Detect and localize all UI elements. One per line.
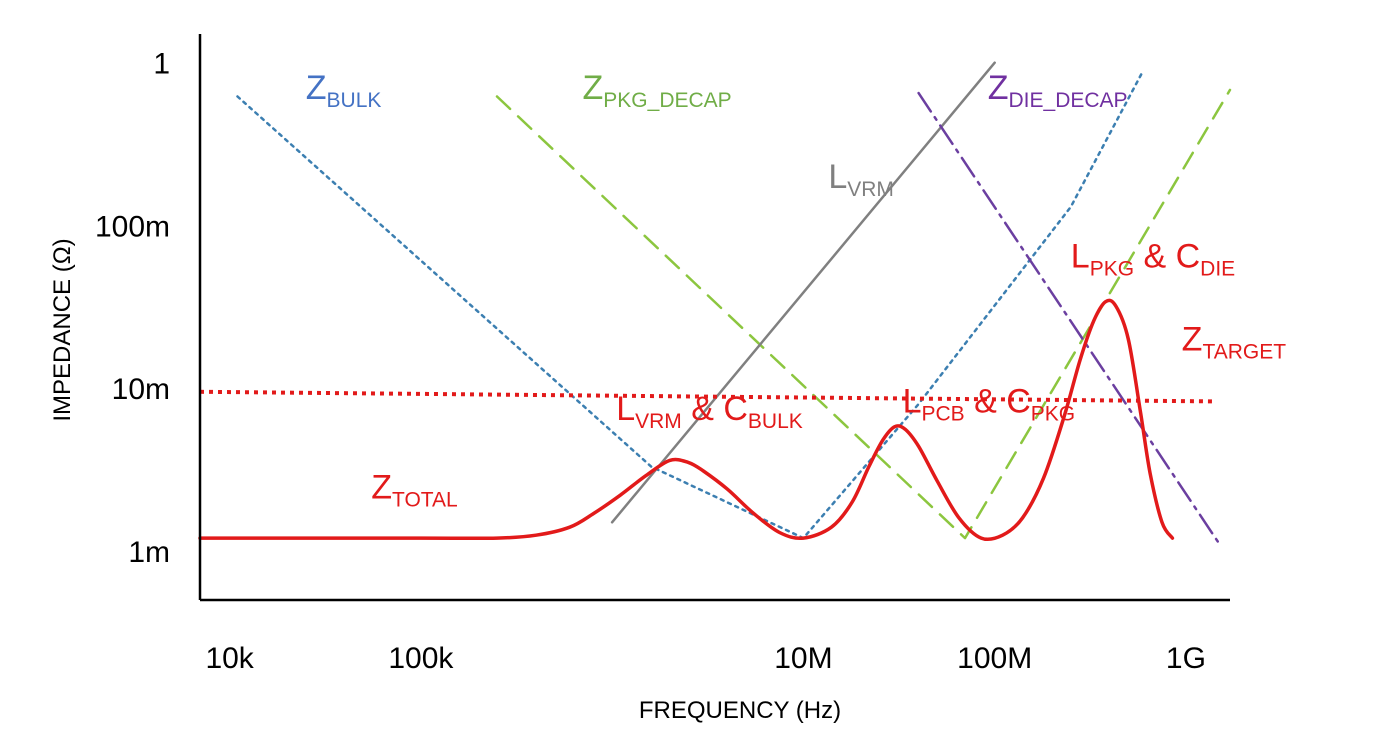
- pkg-decap-label: ZPKG_DECAP: [583, 69, 732, 112]
- label-main: Z: [371, 469, 392, 507]
- axes-layer: 10k 100k 10M 100M 1G 1m 10m 100m 1: [95, 34, 1230, 675]
- label-main: L: [616, 390, 635, 428]
- label-main: Z: [306, 69, 327, 107]
- y-tick-label: 1m: [128, 536, 170, 569]
- label-subscript: DIE: [1200, 258, 1235, 281]
- label-subscript: VRM: [847, 178, 894, 201]
- y-tick-label: 100m: [95, 210, 170, 243]
- series-layer: [198, 61, 1232, 546]
- vrm-curve: [610, 61, 996, 524]
- pkg-decap-curve: [495, 88, 1232, 540]
- x-tick-label: 100k: [388, 642, 454, 675]
- label-main: L: [903, 382, 922, 420]
- total-label: ZTOTAL: [371, 469, 458, 512]
- y-tick-label: 1: [153, 48, 170, 81]
- label-subscript: BULK: [748, 410, 803, 433]
- y-axis-title: IMPEDANCE (Ω): [49, 238, 76, 421]
- label-main: & C: [965, 382, 1031, 420]
- label-main: & C: [1134, 238, 1200, 276]
- x-tick-label: 10M: [774, 642, 832, 675]
- label-subscript: BULK: [327, 89, 382, 112]
- total-curve: [198, 298, 1175, 542]
- label-subscript: PKG: [1031, 402, 1075, 425]
- label-subscript: VRM: [635, 410, 682, 433]
- label-subscript: PKG_DECAP: [603, 89, 731, 112]
- label-subscript: PKG: [1090, 258, 1134, 281]
- label-subscript: TARGET: [1202, 341, 1286, 364]
- bulk-curve: [236, 68, 1145, 540]
- y-tick-label: 10m: [112, 373, 170, 406]
- x-tick-label: 100M: [957, 642, 1032, 675]
- target-curve: [199, 389, 1214, 404]
- x-axis-title: FREQUENCY (Hz): [639, 697, 841, 724]
- target-label: ZTARGET: [1182, 321, 1287, 364]
- label-main: L: [828, 158, 847, 196]
- label-main: & C: [682, 390, 748, 428]
- x-tick-label: 1G: [1166, 642, 1206, 675]
- label-main: Z: [583, 69, 604, 107]
- vrm-label: LVRM: [828, 158, 894, 201]
- pkg-die-label: LPKG & CDIE: [1071, 238, 1235, 281]
- label-subscript: PCB: [921, 402, 964, 425]
- label-main: Z: [988, 69, 1009, 107]
- x-tick-label: 10k: [205, 642, 254, 675]
- label-main: L: [1071, 238, 1090, 276]
- label-subscript: DIE_DECAP: [1009, 89, 1128, 112]
- label-subscript: TOTAL: [392, 489, 458, 512]
- pcb-pkg-label: LPCB & CPKG: [903, 382, 1076, 425]
- die-decap-curve: [917, 91, 1221, 546]
- labels-layer: ZBULK ZPKG_DECAPLVRMZDIE_DECAPZTOTALLVRM …: [306, 69, 1286, 512]
- bulk-label: ZBULK: [306, 69, 382, 112]
- label-main: Z: [1182, 321, 1203, 359]
- die-decap-label: ZDIE_DECAP: [988, 69, 1128, 112]
- vrm-bulk-label: LVRM & CBULK: [616, 390, 803, 433]
